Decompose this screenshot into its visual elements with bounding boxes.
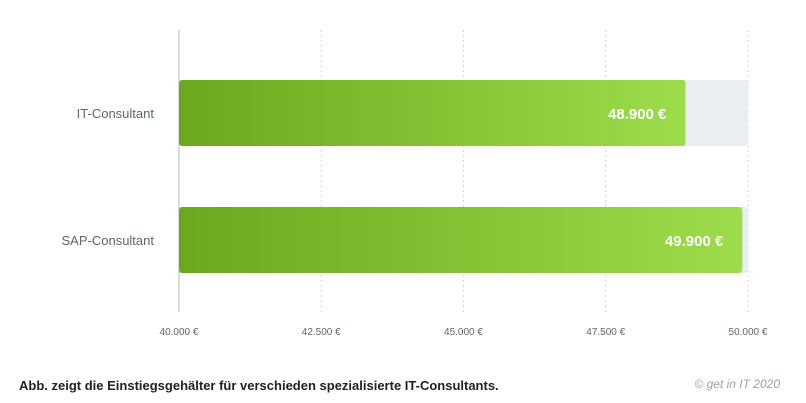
category-label: IT-Consultant	[77, 106, 155, 121]
data-label: 49.900 €	[665, 233, 724, 250]
bars	[179, 80, 743, 273]
bar	[179, 80, 686, 146]
figure-caption: Abb. zeigt die Einstiegsgehälter für ver…	[19, 378, 499, 393]
x-tick-label: 42.500 €	[302, 327, 341, 338]
x-tick-label: 50.000 €	[729, 327, 768, 338]
bar	[179, 207, 743, 273]
x-tick-label: 40.000 €	[160, 327, 199, 338]
copyright-credit: © get in IT 2020	[694, 377, 780, 391]
labels: 40.000 € 42.500 € 45.000 € 47.500 € 50.000 €…	[62, 106, 768, 338]
x-tick-label: 45.000 €	[444, 327, 483, 338]
data-label: 48.900 €	[608, 106, 667, 123]
x-tick-label: 47.500 €	[586, 327, 625, 338]
category-label: SAP-Consultant	[62, 233, 155, 248]
bar-chart: 40.000 € 42.500 € 45.000 € 47.500 € 50.000 €…	[62, 30, 768, 338]
